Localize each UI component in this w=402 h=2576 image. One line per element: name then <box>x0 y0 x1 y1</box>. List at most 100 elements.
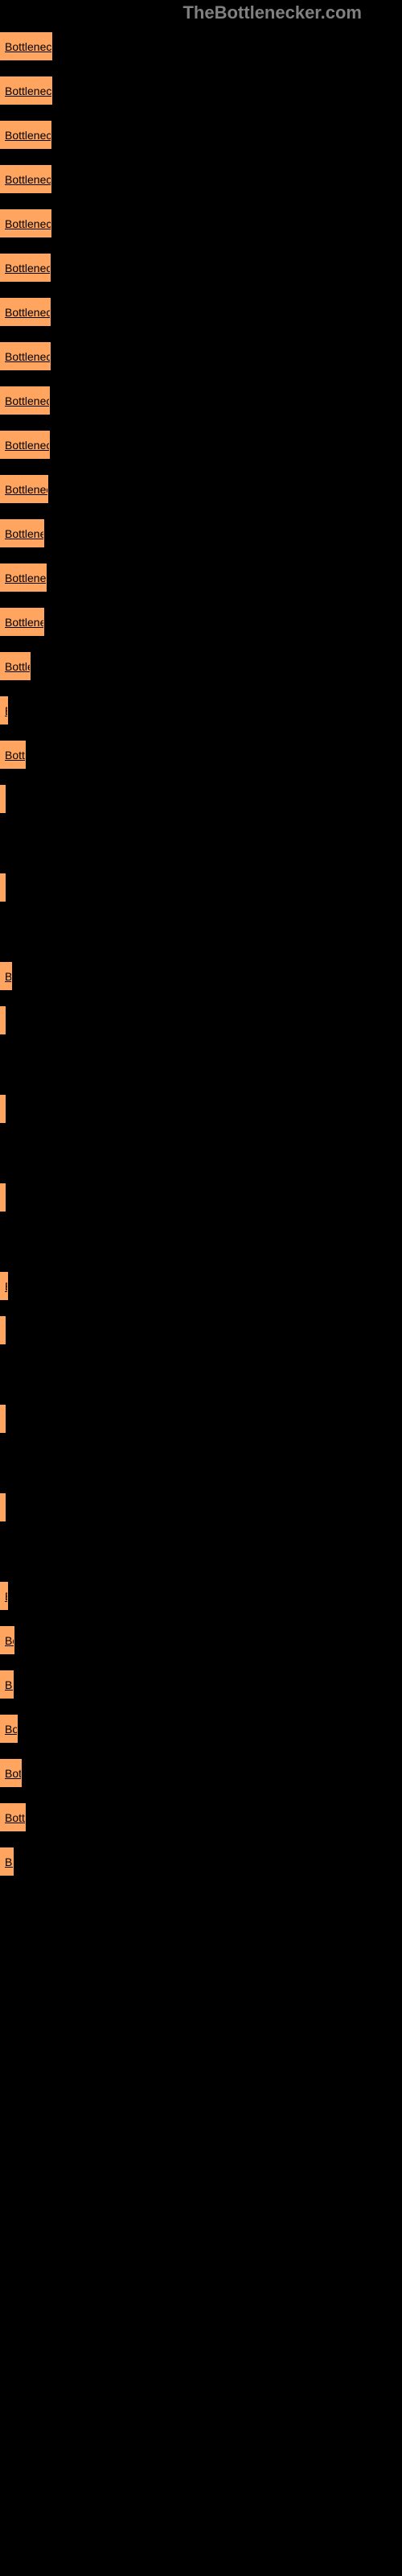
bar-row: Bottleneck result <box>0 378 402 423</box>
bar-row: Bottleneck r <box>0 555 402 600</box>
bar-label: Bottl <box>5 749 26 762</box>
chart-bar[interactable]: Bottleneck result <box>0 386 50 415</box>
bar-row: Bot <box>0 1707 402 1751</box>
chart-bar[interactable]: Bottleneck r <box>0 564 47 592</box>
bar-row: Bottlen <box>0 644 402 688</box>
chart-bar[interactable] <box>0 1006 6 1034</box>
bar-row: Bottleneck result <box>0 467 402 511</box>
chart-bar[interactable] <box>0 873 6 902</box>
chart-bar[interactable]: B <box>0 696 8 724</box>
bar-label: Bottleneck result <box>5 173 51 186</box>
bar-row: B <box>0 1574 402 1618</box>
bar-row: Bo <box>0 1662 402 1707</box>
chart-gap <box>0 910 402 954</box>
chart-gap <box>0 821 402 865</box>
chart-bar[interactable]: Bottlen <box>0 652 31 680</box>
bar-label: Bottleneck r <box>5 572 47 584</box>
chart-gap <box>0 1220 402 1264</box>
bar-row <box>0 777 402 821</box>
bar-label: B <box>5 1280 8 1293</box>
bar-label: Bottleneck result <box>5 129 51 142</box>
chart-bar[interactable]: Bo <box>0 962 12 990</box>
bar-row: Bottl <box>0 733 402 777</box>
chart-gap <box>0 1131 402 1175</box>
chart-gap <box>0 1352 402 1397</box>
bar-row: Bottleneck result <box>0 201 402 246</box>
bar-row: Bott <box>0 1751 402 1795</box>
bar-row: Bottleneck result <box>0 246 402 290</box>
bar-row: Bottleneck result <box>0 334 402 378</box>
chart-bar[interactable] <box>0 1316 6 1344</box>
chart-gap <box>0 1530 402 1574</box>
bar-row: Bottleneck <box>0 511 402 555</box>
bar-label: Bottleneck result <box>5 262 51 275</box>
chart-bar[interactable]: Bottleneck result <box>0 342 51 370</box>
bar-row <box>0 1308 402 1352</box>
chart-gap <box>0 1441 402 1485</box>
bar-label: Bottleneck result <box>5 439 50 452</box>
bar-label: Bot <box>5 1723 18 1736</box>
chart-bar[interactable]: Bottl <box>0 741 26 769</box>
bar-row: Bottleneck result <box>0 290 402 334</box>
chart-bar[interactable]: Bo <box>0 1847 14 1876</box>
bar-label: Bottleneck result <box>5 306 51 319</box>
bar-label: Bottlen <box>5 660 31 673</box>
bar-label: Bottleneck result <box>5 40 52 53</box>
bar-label: Bottleneck result <box>5 217 51 230</box>
bar-row: Bottl <box>0 1795 402 1839</box>
chart-bar[interactable] <box>0 1493 6 1521</box>
chart-bar[interactable]: Bo <box>0 1626 14 1654</box>
chart-bar[interactable]: Bottleneck result <box>0 165 51 193</box>
bar-row: Bo <box>0 1618 402 1662</box>
chart-bar[interactable]: Bottleneck result <box>0 121 51 149</box>
bar-label: B <box>5 1590 8 1603</box>
bar-label: Bo <box>5 1856 14 1868</box>
chart-bar[interactable]: B <box>0 1272 8 1300</box>
chart-bar[interactable]: B <box>0 1582 8 1610</box>
bar-label: Bottleneck result <box>5 483 48 496</box>
chart-bar[interactable]: Bottleneck result <box>0 298 51 326</box>
chart-bar[interactable]: Bott <box>0 1759 22 1787</box>
bar-row: B <box>0 688 402 733</box>
chart-bar[interactable]: Bottleneck result <box>0 76 52 105</box>
bar-row <box>0 865 402 910</box>
bar-row: Bottleneck <box>0 600 402 644</box>
bar-row: Bottleneck result <box>0 113 402 157</box>
chart-gap <box>0 1042 402 1087</box>
bar-label: Bott <box>5 1767 22 1780</box>
bar-row <box>0 1175 402 1220</box>
bar-label: Bottleneck <box>5 616 44 629</box>
chart-bar[interactable]: Bottleneck <box>0 519 44 547</box>
bar-row <box>0 1485 402 1530</box>
chart-bar[interactable]: Bottl <box>0 1803 26 1831</box>
bar-label: B <box>5 704 8 717</box>
chart-bar[interactable] <box>0 1095 6 1123</box>
bar-row: Bottleneck result <box>0 157 402 201</box>
chart-bar[interactable]: Bottleneck <box>0 608 44 636</box>
bar-label: Bottleneck <box>5 527 44 540</box>
chart-bar[interactable]: Bottleneck result <box>0 32 52 60</box>
bar-row <box>0 1397 402 1441</box>
bar-label: Bo <box>5 1678 14 1691</box>
bar-label: Bottl <box>5 1811 26 1824</box>
chart-bar[interactable]: Bottleneck result <box>0 475 48 503</box>
chart-bar[interactable]: Bottleneck result <box>0 431 50 459</box>
bar-row <box>0 1087 402 1131</box>
chart-bar[interactable]: Bottleneck result <box>0 209 51 237</box>
chart-bar[interactable] <box>0 785 6 813</box>
chart-bar[interactable] <box>0 1183 6 1212</box>
bar-row: Bottleneck result <box>0 68 402 113</box>
chart-bar[interactable]: Bo <box>0 1670 14 1699</box>
bar-row <box>0 998 402 1042</box>
bar-row: B <box>0 1264 402 1308</box>
bar-chart: Bottleneck result Bottleneck result Bottle… <box>0 24 402 1884</box>
chart-bar[interactable]: Bot <box>0 1715 18 1743</box>
chart-bar[interactable] <box>0 1405 6 1433</box>
bar-row: Bottleneck result <box>0 423 402 467</box>
bar-label: Bottleneck result <box>5 85 52 97</box>
bar-label: Bottleneck result <box>5 350 51 363</box>
bar-row: Bottleneck result <box>0 24 402 68</box>
bar-label: Bo <box>5 970 12 983</box>
chart-bar[interactable]: Bottleneck result <box>0 254 51 282</box>
bar-label: Bottleneck result <box>5 394 50 407</box>
